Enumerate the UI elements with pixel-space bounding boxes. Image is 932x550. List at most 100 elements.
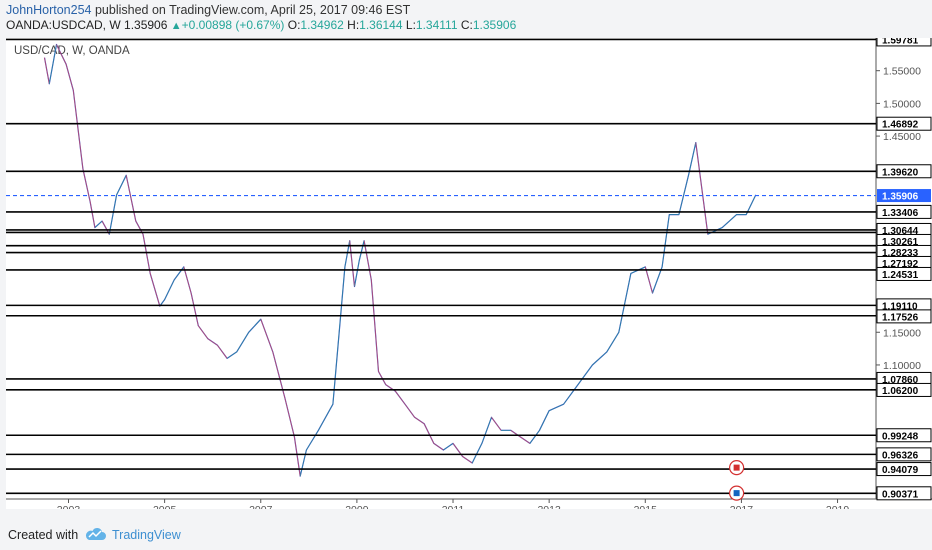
x-tick-label: 2003 xyxy=(57,504,81,509)
y-tick-label: 1.45000 xyxy=(883,131,921,143)
level-label-box xyxy=(876,447,932,462)
level-label-box xyxy=(876,38,932,47)
x-tick-label: 2013 xyxy=(537,504,561,509)
level-label: 1.07860 xyxy=(882,375,919,386)
price-segment xyxy=(378,371,387,385)
level-label-box xyxy=(876,486,932,501)
level-label: 1.06200 xyxy=(882,386,919,397)
price-segment xyxy=(358,240,365,261)
publish-line: JohnHorton254 published on TradingView.c… xyxy=(6,3,410,17)
change-value: +0.00898 (+0.67%) xyxy=(181,18,285,32)
price-segment xyxy=(207,338,218,346)
level-label: 1.17526 xyxy=(882,312,919,323)
price-segment xyxy=(294,436,301,477)
price-segment xyxy=(116,175,127,196)
x-tick-label: 2011 xyxy=(442,504,465,509)
level-label: 1.19110 xyxy=(882,301,918,312)
price-segment xyxy=(688,142,697,176)
high-value: 1.36144 xyxy=(359,18,403,32)
price-segment xyxy=(82,168,91,202)
author-link[interactable]: JohnHorton254 xyxy=(6,3,92,17)
level-label: 0.99248 xyxy=(882,431,919,442)
y-tick-label: 1.50000 xyxy=(883,98,921,110)
price-segment xyxy=(89,201,96,228)
x-tick-label: 2015 xyxy=(634,504,658,509)
price-segment xyxy=(248,318,262,333)
x-tick-label: 2009 xyxy=(345,504,369,509)
price-segment xyxy=(414,416,425,425)
price-segment xyxy=(370,279,379,372)
last-price: 1.35906 xyxy=(124,18,168,32)
price-segment xyxy=(226,351,237,359)
high-label: H: xyxy=(347,18,360,32)
tradingview-link[interactable]: TradingView xyxy=(112,528,181,542)
price-segment xyxy=(260,319,274,353)
up-arrow-icon: ▲ xyxy=(170,20,182,32)
symbol-label: OANDA:USDCAD, W xyxy=(6,18,121,32)
chart-svg[interactable]: USD/CAD, W, OANDA 2003 2005 2007 2009 2011 201… xyxy=(6,38,932,509)
price-segment xyxy=(164,279,175,300)
quote-line: OANDA:USDCAD, W 1.35906 ▲+0.00898 (+0.67… xyxy=(6,18,516,32)
level-label: 0.96326 xyxy=(882,450,919,461)
price-line xyxy=(43,43,757,477)
close-value: 1.35906 xyxy=(472,18,517,32)
price-segment xyxy=(423,423,435,444)
price-segment xyxy=(349,240,355,287)
price-segment xyxy=(481,417,492,444)
level-label: 1.46892 xyxy=(882,120,919,131)
price-segment xyxy=(443,443,454,451)
level-label: 1.24531 xyxy=(882,270,919,281)
price-segment xyxy=(48,44,57,84)
price-segment xyxy=(539,410,550,431)
event-flag-us-mark xyxy=(733,490,740,497)
footer: Created with TradingView xyxy=(0,520,932,550)
level-label: 1.33406 xyxy=(882,208,919,219)
level-label: 1.30261 xyxy=(882,237,919,248)
price-segment xyxy=(190,292,199,326)
created-with-text: Created with xyxy=(8,528,79,542)
price-segment xyxy=(433,443,444,451)
price-segment xyxy=(183,266,192,294)
price-segment xyxy=(652,266,663,294)
current-price-label: 1.35906 xyxy=(882,192,919,203)
level-label-box xyxy=(876,309,932,324)
price-segment xyxy=(173,266,185,281)
price-segment xyxy=(395,390,406,405)
price-segment xyxy=(108,194,117,235)
price-segment xyxy=(695,142,709,235)
x-tick-label: 2019 xyxy=(826,504,850,509)
level-label: 0.90371 xyxy=(882,489,919,500)
level-label-box xyxy=(876,164,932,179)
x-tick-label: 2017 xyxy=(730,504,754,509)
price-segment xyxy=(548,403,564,412)
price-segment xyxy=(563,384,579,405)
level-label-box xyxy=(876,204,932,219)
level-label-box xyxy=(876,462,932,477)
chart-header: JohnHorton254 published on TradingView.c… xyxy=(0,0,932,36)
price-segment xyxy=(618,273,632,333)
price-segment xyxy=(65,64,74,91)
y-tick-label: 1.15000 xyxy=(883,327,921,339)
price-segment xyxy=(529,430,540,444)
level-label: 1.59781 xyxy=(882,38,919,46)
event-flag-ca-mark xyxy=(733,464,740,471)
price-segment xyxy=(217,345,228,359)
level-label-box xyxy=(876,428,932,443)
price-segment xyxy=(404,403,415,418)
price-segment xyxy=(344,240,351,267)
price-segment xyxy=(94,220,103,228)
x-tick-label: 2007 xyxy=(249,504,273,509)
price-segment xyxy=(142,234,151,274)
open-value: 1.34962 xyxy=(300,18,344,32)
tradingview-cloud-icon xyxy=(85,527,106,540)
level-label-box xyxy=(876,116,932,131)
price-segment xyxy=(236,332,250,353)
low-value: 1.34111 xyxy=(415,18,458,32)
price-segment xyxy=(306,430,319,451)
chart-area[interactable]: USD/CAD, W, OANDA 2003 2005 2007 2009 2011 201… xyxy=(6,38,932,509)
price-segment xyxy=(332,266,346,405)
level-label-box xyxy=(876,266,932,281)
price-segment xyxy=(284,397,295,437)
price-segment xyxy=(644,266,653,294)
price-segment xyxy=(272,351,286,398)
